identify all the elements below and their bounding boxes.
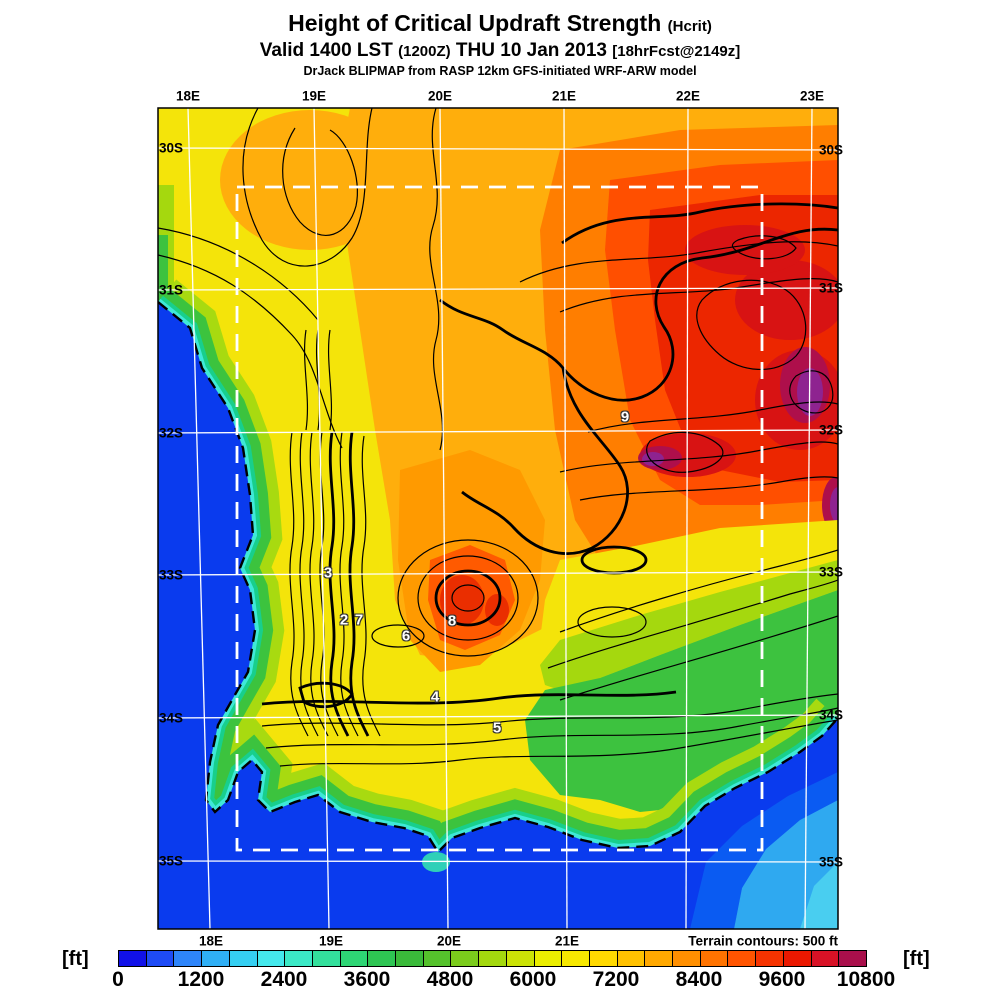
colorbar-segment [451, 951, 480, 966]
colorbar-segment [700, 951, 729, 966]
lon-label-top-18e: 18E [175, 88, 201, 104]
colorbar-segment [783, 951, 812, 966]
colorbar-segment [617, 951, 646, 966]
lon-label-bottom-21e: 21E [554, 933, 580, 949]
colorbar-tick-10800: 10800 [836, 968, 896, 991]
colorbar-unit-left: [ft] [62, 948, 89, 970]
lat-label-right-33s: 33S [818, 564, 844, 580]
lat-label-left-32s: 32S [158, 425, 184, 441]
contour-label-8: 8 [447, 612, 457, 630]
colorbar-segment [396, 951, 424, 966]
colorbar-tick-6000: 6000 [509, 968, 557, 991]
ocean [158, 302, 838, 929]
contour-label-7: 7 [354, 611, 364, 629]
colorbar-segment [839, 951, 866, 966]
valid-fcst: [18hrFcst@2149z] [612, 43, 741, 60]
lon-label-top-22e: 22E [675, 88, 701, 104]
colorbar-segment [257, 951, 286, 966]
lon-label-top-21e: 21E [551, 88, 577, 104]
model-attribution: DrJack BLIPMAP from RASP 12km GFS-initia… [303, 64, 697, 78]
filled-contour-regions [158, 108, 838, 812]
colorbar-segment [312, 951, 341, 966]
colorbar-tick-9600: 9600 [758, 968, 806, 991]
lat-label-right-35s: 35S [818, 854, 844, 870]
lat-label-left-30s: 30S [158, 140, 184, 156]
domain-box-dashed [235, 185, 764, 852]
lon-label-bottom-20e: 20E [436, 933, 462, 949]
lon-label-bottom-18e: 18E [198, 933, 224, 949]
lat-label-right-30s: 30S [818, 142, 844, 158]
colorbar-tick-3600: 3600 [343, 968, 391, 991]
colorbar-segment [119, 951, 147, 966]
colorbar-segment [285, 951, 313, 966]
colorbar-tick-8400: 8400 [675, 968, 723, 991]
coastline-dashed [158, 301, 838, 854]
title-text: Height of Critical Updraft Strength [288, 10, 662, 36]
terrain-contours-note: Terrain contours: 500 ft [688, 933, 838, 949]
colorbar-segment [589, 951, 618, 966]
colorbar-tick-7200: 7200 [592, 968, 640, 991]
colorbar-tick-1200: 1200 [177, 968, 225, 991]
contour-label-2: 2 [339, 611, 349, 629]
valid-prefix: Valid 1400 LST [259, 40, 393, 61]
lon-label-top-23e: 23E [799, 88, 825, 104]
colorbar-segment [756, 951, 784, 966]
lat-label-right-31s: 31S [818, 280, 844, 296]
colorbar-segment [506, 951, 535, 966]
colorbar-segment [174, 951, 203, 966]
colorbar-segment [340, 951, 369, 966]
lon-label-top-19e: 19E [301, 88, 327, 104]
major-contour-lines [261, 202, 838, 737]
page-title: Height of Critical Updraft Strength (Hcr… [0, 10, 1000, 37]
colorbar-segment [534, 951, 563, 966]
lat-label-right-34s: 34S [818, 707, 844, 723]
valid-time-line: Valid 1400 LST (1200Z) THU 10 Jan 2013 [… [0, 40, 1000, 62]
contour-label-9: 9 [620, 408, 630, 426]
colorbar-segment [673, 951, 701, 966]
lon-label-bottom-19e: 19E [318, 933, 344, 949]
colorbar-tick-0: 0 [112, 968, 124, 991]
colorbar-segment [562, 951, 590, 966]
colorbar-segment [645, 951, 674, 966]
colorbar-tick-4800: 4800 [426, 968, 474, 991]
contour-label-4: 4 [430, 688, 440, 706]
colorbar-segment [202, 951, 230, 966]
colorbar-segment [811, 951, 840, 966]
lat-label-right-32s: 32S [818, 422, 844, 438]
lat-label-left-35s: 35S [158, 853, 184, 869]
lat-label-left-34s: 34S [158, 710, 184, 726]
contour-label-6: 6 [401, 627, 411, 645]
lon-label-top-20e: 20E [427, 88, 453, 104]
lat-label-left-31s: 31S [158, 282, 184, 298]
colorbar-unit-right: [ft] [903, 948, 930, 970]
colorbar-segment [728, 951, 757, 966]
colorbar-segment [146, 951, 175, 966]
valid-zulu: (1200Z) [398, 43, 451, 60]
colorbar-segment [368, 951, 397, 966]
contour-label-3: 3 [323, 564, 333, 582]
colorbar-segment [423, 951, 452, 966]
colorbar-segment [479, 951, 507, 966]
map-frame [157, 107, 839, 930]
graticule [158, 108, 838, 929]
colorbar-tick-2400: 2400 [260, 968, 308, 991]
lat-label-left-33s: 33S [158, 567, 184, 583]
valid-date: THU 10 Jan 2013 [455, 40, 607, 61]
colorbar-segments [118, 950, 867, 967]
colorbar-segment [229, 951, 258, 966]
title-suffix: (Hcrit) [667, 18, 712, 35]
contour-label-5: 5 [492, 719, 502, 737]
